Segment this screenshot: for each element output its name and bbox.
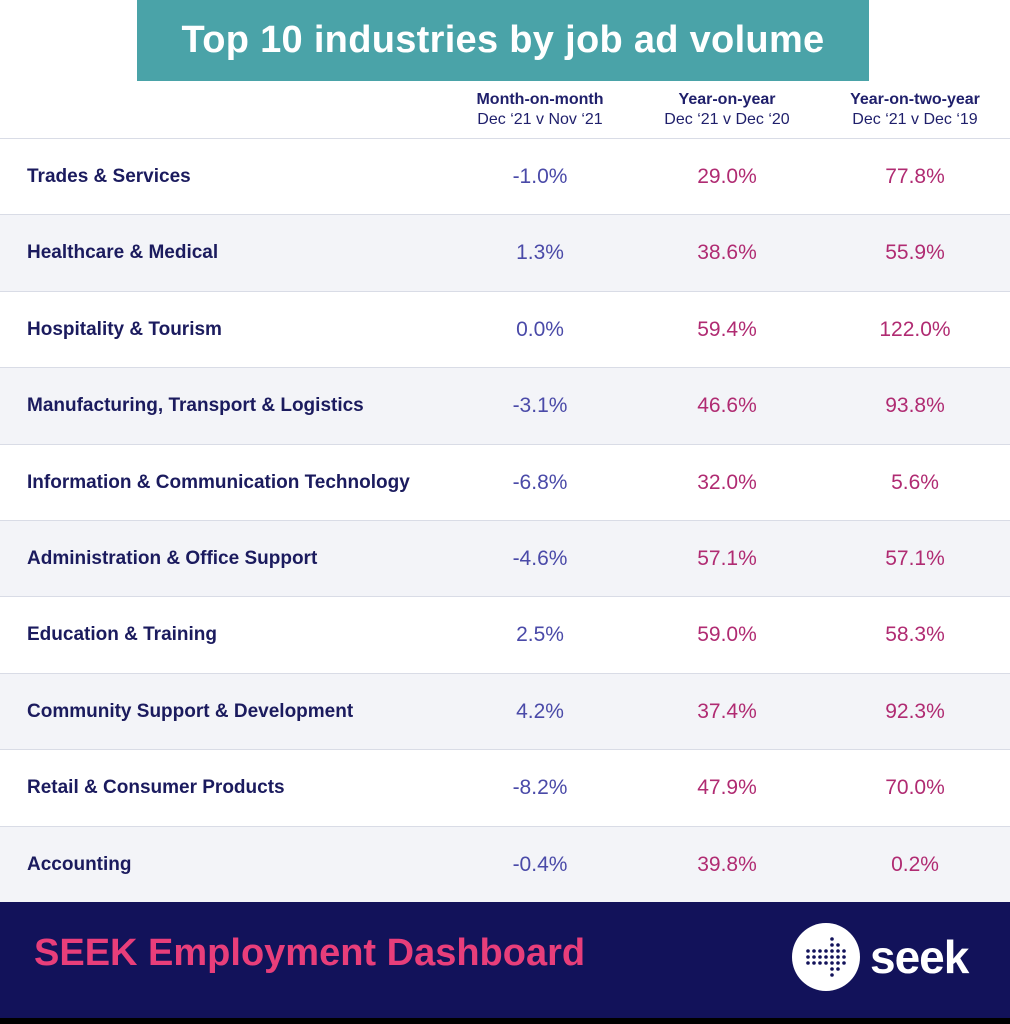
table-row: Administration & Office Support -4.6% 57.1… [0,519,1010,597]
column-subheading: Dec ‘21 v Nov ‘21 [477,111,603,128]
seek-logo: seek [792,922,969,992]
column-heading: Year-on-year [678,91,776,108]
bottom-strip [0,1018,1010,1024]
mom-value: -8.2% [512,776,568,800]
industry-label: Trades & Services [27,166,191,187]
yoy-value: 46.6% [697,394,757,418]
y2y-value: 58.3% [885,623,945,647]
footer-bar: SEEK Employment Dashboard seek [0,902,1010,1018]
yoy-value: 59.0% [697,623,757,647]
industry-label: Information & Communication Technology [27,471,410,493]
mom-value: 2.5% [516,623,564,647]
industry-label: Administration & Office Support [27,547,318,569]
mom-value: -1.0% [512,165,568,188]
yoy-value: 59.4% [697,317,757,341]
mom-value: -0.4% [512,852,568,876]
y2y-value: 57.1% [885,546,945,570]
yoy-value: 38.6% [697,241,757,265]
yoy-value: 39.8% [697,852,757,876]
table-row: Manufacturing, Transport & Logistics -3.1… [0,367,1010,444]
table-row: Healthcare & Medical 1.3% 38.6% 55.9% [0,214,1010,291]
column-subheading: Dec ‘21 v Dec ‘20 [664,111,790,128]
yoy-value: 32.0% [697,470,757,494]
industry-label: Community Support & Development [27,700,354,722]
industry-label: Education & Training [27,624,218,646]
table-row: Retail & Consumer Products -8.2% 47.9% 70.0… [0,749,1010,825]
footer-title: SEEK Employment Dashboard [34,932,586,974]
industry-label: Retail & Consumer Products [27,777,285,799]
industry-label: Hospitality & Tourism [27,318,222,340]
column-heading: Month-on-month [476,91,604,108]
title-banner: Top 10 industries by job ad volume [137,0,869,81]
chart-title: Top 10 industries by job ad volume [181,19,825,61]
y2y-value: 0.2% [891,852,939,876]
y2y-value: 70.0% [885,776,945,800]
mom-value: -4.6% [512,546,568,570]
mom-value: 1.3% [516,241,564,265]
table-row: Community Support & Development 4.2% 37.4%… [0,672,1010,750]
y2y-value: 93.8% [885,394,945,418]
seek-dotted-arrow-icon [792,923,860,991]
yoy-value: 29.0% [697,165,757,188]
industry-label: Accounting [27,853,132,875]
yoy-value: 57.1% [697,546,757,570]
y2y-value: 122.0% [879,317,951,341]
y2y-value: 55.9% [885,241,945,265]
table-row: Education & Training 2.5% 59.0% 58.3% [0,596,1010,672]
industry-table: Trades & Services -1.0% 29.0% 77.8% Healthca… [0,138,1010,902]
column-header-y2y: Year-on-two-year Dec ‘21 v Dec ‘19 [820,90,1010,130]
y2y-value: 77.8% [885,165,945,188]
mom-value: -6.8% [512,470,568,494]
y2y-value: 5.6% [891,470,939,494]
yoy-value: 47.9% [697,776,757,800]
table-row: Information & Communication Technology -6… [0,443,1010,520]
column-subheading: Dec ‘21 v Dec ‘19 [852,111,978,128]
column-header-yoy: Year-on-year Dec ‘21 v Dec ‘20 [632,90,822,130]
column-header-mom: Month-on-month Dec ‘21 v Nov ‘21 [445,90,635,130]
mom-value: 4.2% [516,699,564,723]
table-row: Accounting -0.4% 39.8% 0.2% [0,825,1010,902]
yoy-value: 37.4% [697,699,757,723]
industry-label: Healthcare & Medical [27,242,219,264]
table-row: Hospitality & Tourism 0.0% 59.4% 122.0% [0,290,1010,367]
table-row: Trades & Services -1.0% 29.0% 77.8% [0,138,1010,214]
industry-label: Manufacturing, Transport & Logistics [27,395,364,417]
mom-value: -3.1% [512,394,568,418]
y2y-value: 92.3% [885,699,945,723]
mom-value: 0.0% [516,317,564,341]
logo-wordmark: seek [870,931,969,983]
column-heading: Year-on-two-year [850,91,980,108]
